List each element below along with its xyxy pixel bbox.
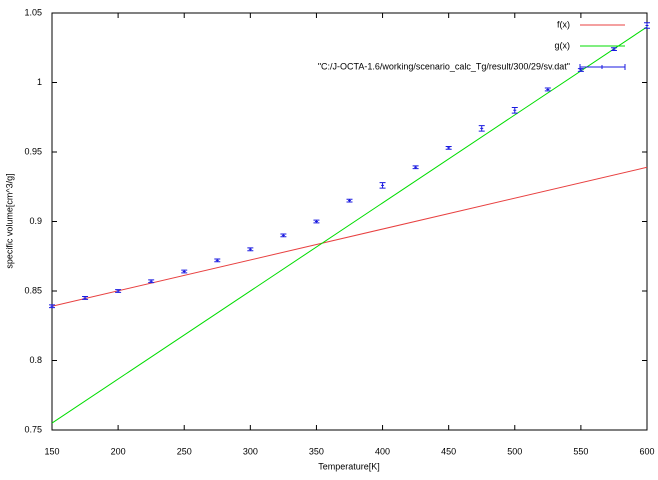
error-bar <box>49 304 55 309</box>
error-bar <box>313 219 320 224</box>
y-tick-label: 1 <box>37 77 42 87</box>
y-tick-label: 0.9 <box>29 216 42 226</box>
y-tick-label: 0.8 <box>29 355 42 365</box>
error-bar <box>181 269 188 274</box>
series-line <box>51 26 648 424</box>
legend-label: f(x) <box>557 19 570 29</box>
error-bar <box>544 87 551 92</box>
x-tick-label: 450 <box>441 446 456 456</box>
error-bar <box>478 125 485 132</box>
x-tick-label: 200 <box>111 446 126 456</box>
y-axis-label: specific volume[cm^3/g] <box>4 173 14 268</box>
x-tick-label: 550 <box>573 446 588 456</box>
y-tick-label: 0.95 <box>24 146 42 156</box>
error-bar <box>148 279 155 284</box>
x-tick-label: 400 <box>375 446 390 456</box>
series-line <box>51 166 648 307</box>
x-tick-label: 600 <box>639 446 654 456</box>
legend-label: g(x) <box>555 40 571 50</box>
plot-border <box>51 12 648 431</box>
x-axis-label: Temperature[K] <box>318 461 380 471</box>
y-tick-label: 0.85 <box>24 285 42 295</box>
error-bar <box>511 107 518 114</box>
error-bar <box>379 182 386 189</box>
error-bar <box>412 165 419 170</box>
y-tick-label: 0.75 <box>24 424 42 434</box>
x-tick-label: 300 <box>243 446 258 456</box>
error-bar <box>577 68 584 72</box>
error-bar <box>247 247 254 252</box>
error-bar <box>644 22 650 29</box>
error-bar <box>280 233 287 238</box>
error-bar <box>214 258 221 263</box>
error-bar <box>610 47 617 52</box>
x-tick-label: 350 <box>309 446 324 456</box>
x-tick-label: 500 <box>507 446 522 456</box>
error-bar <box>82 296 89 300</box>
x-tick-label: 250 <box>177 446 192 456</box>
error-bar <box>115 289 122 293</box>
legend-sample <box>579 64 626 70</box>
y-tick-label: 1.05 <box>24 7 42 17</box>
error-bar <box>445 145 452 150</box>
error-bar <box>346 198 353 203</box>
x-tick-label: 150 <box>44 446 59 456</box>
legend-label: "C:/J-OCTA-1.6/working/scenario_calc_Tg/… <box>318 61 570 71</box>
